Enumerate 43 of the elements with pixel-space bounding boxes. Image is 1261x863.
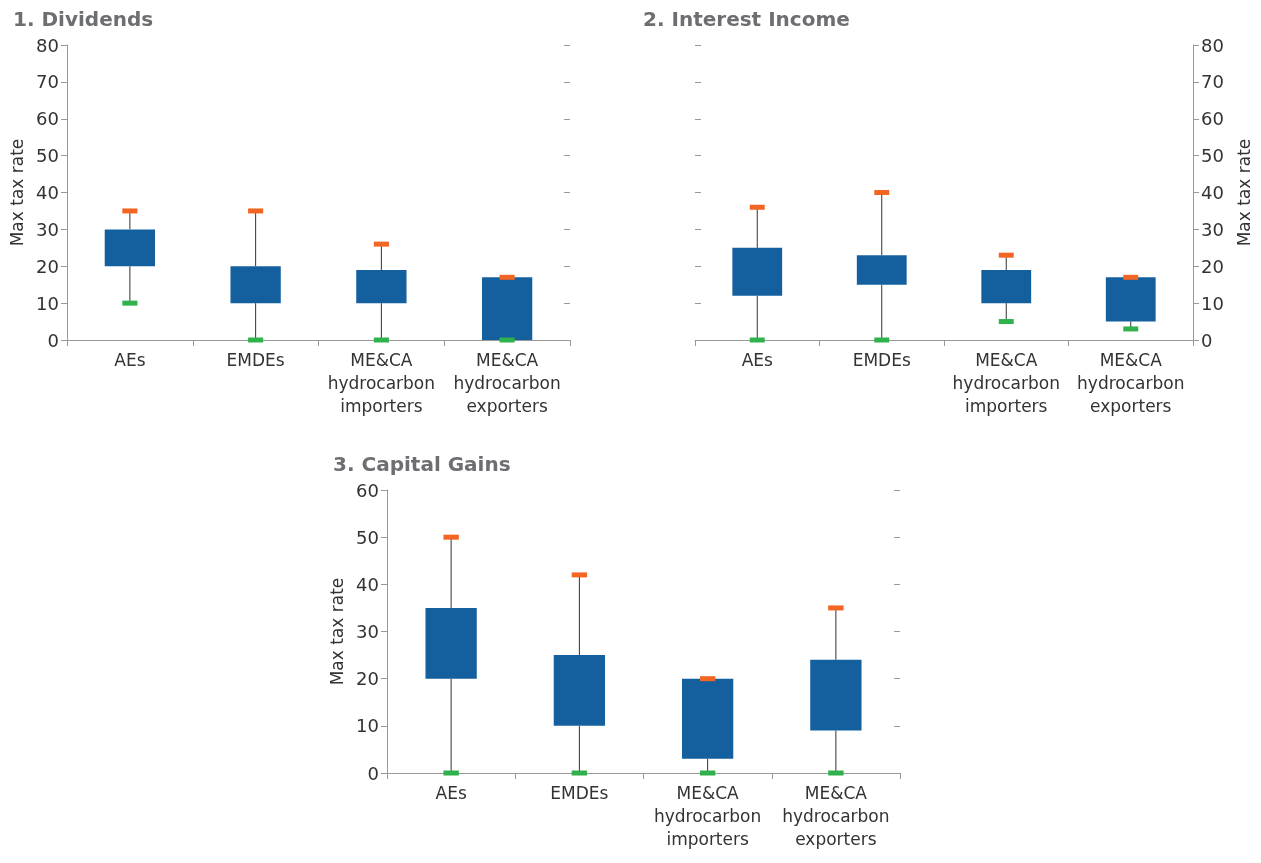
y-tick-label: 0 — [47, 329, 59, 351]
y2-tick-label: 0 — [1201, 329, 1213, 351]
chart-title: 2. Interest Income — [643, 7, 850, 31]
y-tick-label: 50 — [36, 145, 59, 167]
y-axis-title: Max tax rate — [326, 577, 347, 686]
x-tick-label: EMDEs — [852, 349, 911, 370]
x-tick-label: EMDEs — [226, 349, 285, 370]
y-tick-label: 80 — [36, 34, 59, 56]
x-tick-label: ME&CA hydrocarbon importers — [952, 349, 1060, 416]
y2-axis-title: Max tax rate — [1233, 138, 1254, 247]
y-tick-label: 60 — [356, 479, 379, 501]
y-tick-label: 10 — [36, 292, 59, 314]
x-tick-label: AEs — [114, 349, 146, 370]
x-tick-label: ME&CA hydrocarbon exporters — [453, 349, 561, 416]
y-tick-label: 0 — [367, 762, 379, 784]
y-tick-label: 40 — [36, 182, 59, 203]
y2-tick-label: 80 — [1201, 34, 1224, 56]
y2-tick-label: 30 — [1201, 218, 1224, 240]
y2-tick-label: 70 — [1201, 71, 1224, 93]
x-tick-label: AEs — [741, 349, 773, 370]
y-tick-label: 50 — [356, 526, 379, 548]
y2-tick-label: 50 — [1201, 145, 1224, 167]
x-tick-label: ME&CA hydrocarbon importers — [653, 782, 762, 849]
x-tick-label: EMDEs — [550, 782, 609, 803]
y-tick-label: 70 — [36, 71, 59, 93]
y2-tick-label: 60 — [1201, 108, 1224, 130]
x-tick-label: ME&CA hydrocarbon exporters — [1077, 349, 1185, 416]
y2-tick-label: 40 — [1201, 182, 1224, 203]
y2-tick-label: 10 — [1201, 292, 1224, 314]
x-tick-label: ME&CA hydrocarbon importers — [327, 349, 436, 416]
y-tick-label: 20 — [36, 255, 59, 277]
y-tick-label: 40 — [356, 573, 379, 595]
y-tick-label: 30 — [356, 621, 379, 642]
y2-tick-label: 20 — [1201, 255, 1224, 277]
y-axis-title: Max tax rate — [6, 138, 27, 247]
y-tick-label: 60 — [36, 108, 59, 130]
y-tick-label: 10 — [356, 715, 379, 737]
x-tick-label: ME&CA hydrocarbon exporters — [782, 782, 890, 849]
chart-title: 1. Dividends — [13, 7, 154, 31]
chart-title: 3. Capital Gains — [333, 452, 511, 476]
x-tick-label: AEs — [435, 782, 467, 803]
y-tick-label: 20 — [356, 668, 379, 690]
y-tick-label: 30 — [36, 218, 59, 240]
